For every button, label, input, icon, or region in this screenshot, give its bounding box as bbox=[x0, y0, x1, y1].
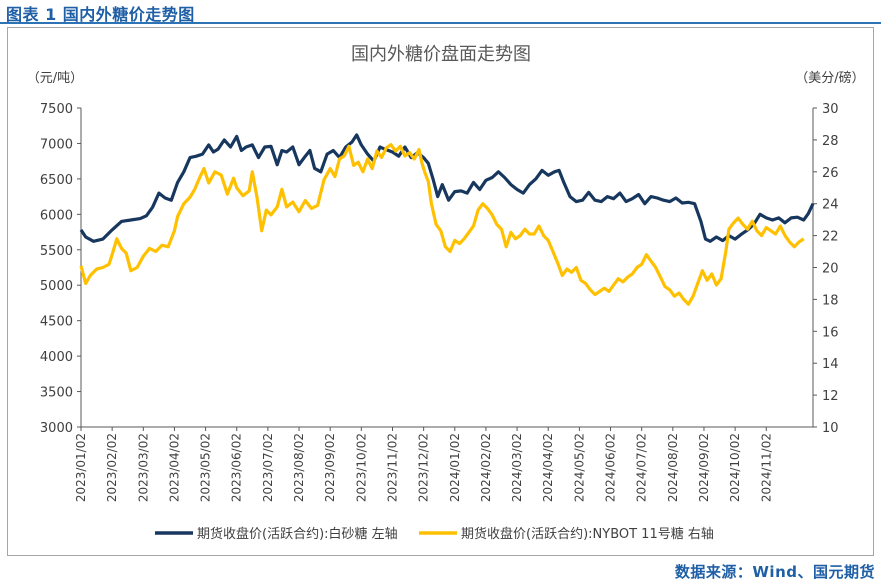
legend-label: 期货收盘价(活跃合约):白砂糖 左轴 bbox=[197, 526, 398, 542]
x-tick-label: 2023/05/02 bbox=[199, 433, 213, 502]
x-tick-label: 2023/12/02 bbox=[417, 433, 431, 502]
x-tick-label: 2024/01/02 bbox=[448, 433, 462, 502]
left-tick-label: 7500 bbox=[40, 102, 73, 117]
left-tick-label: 5000 bbox=[40, 279, 73, 294]
x-tick-label: 2023/03/02 bbox=[136, 433, 150, 502]
x-tick-label: 2023/07/02 bbox=[261, 433, 275, 502]
caption-rule bbox=[0, 22, 881, 24]
legend-label: 期货收盘价(活跃合约):NYBOT 11号糖 右轴 bbox=[461, 526, 714, 542]
x-tick-label: 2024/09/02 bbox=[697, 433, 711, 502]
left-tick-label: 4500 bbox=[40, 315, 73, 330]
x-tick-label: 2023/10/02 bbox=[354, 433, 368, 502]
right-tick-label: 10 bbox=[822, 421, 839, 436]
x-tick-label: 2024/07/02 bbox=[635, 433, 649, 502]
left-tick-label: 3000 bbox=[40, 421, 73, 436]
x-tick-label: 2023/04/02 bbox=[167, 433, 181, 502]
right-tick-label: 18 bbox=[822, 293, 839, 308]
x-tick-label: 2024/06/02 bbox=[604, 433, 618, 502]
left-tick-label: 6000 bbox=[40, 208, 73, 223]
figure-caption: 图表 1 国内外糖价走势图 bbox=[6, 5, 195, 24]
x-tick-label: 2024/05/02 bbox=[572, 433, 586, 502]
chart-frame bbox=[7, 27, 874, 556]
left-tick-label: 7000 bbox=[40, 137, 73, 152]
chart-title: 国内外糖价盘面走势图 bbox=[351, 44, 531, 65]
left-axis-unit: （元/吨） bbox=[27, 71, 83, 86]
left-tick-label: 3500 bbox=[40, 386, 73, 401]
left-tick-label: 5500 bbox=[40, 244, 73, 259]
series-line-white-sugar bbox=[79, 133, 815, 243]
x-tick-label: 2024/08/02 bbox=[666, 433, 680, 502]
x-tick-label: 2023/08/02 bbox=[292, 433, 306, 502]
x-tick-label: 2023/01/02 bbox=[74, 433, 88, 502]
x-tick-label: 2023/09/02 bbox=[323, 433, 337, 502]
right-tick-label: 22 bbox=[822, 230, 839, 245]
right-tick-label: 24 bbox=[822, 198, 839, 213]
right-tick-label: 14 bbox=[822, 357, 839, 372]
series-lines bbox=[79, 133, 815, 306]
source-note: 数据来源：Wind、国元期货 bbox=[674, 563, 875, 581]
x-tick-label: 2023/02/02 bbox=[105, 433, 119, 502]
x-tick-label: 2024/03/02 bbox=[510, 433, 524, 502]
x-tick-label: 2023/11/02 bbox=[385, 433, 399, 502]
x-tick-label: 2024/04/02 bbox=[541, 433, 555, 502]
left-tick-label: 4000 bbox=[40, 350, 73, 365]
right-axis-unit: （美分/磅） bbox=[795, 70, 864, 86]
right-tick-label: 30 bbox=[822, 102, 839, 117]
right-tick-label: 20 bbox=[822, 262, 839, 277]
right-tick-label: 12 bbox=[822, 389, 839, 404]
legend: 期货收盘价(活跃合约):白砂糖 左轴 期货收盘价(活跃合约):NYBOT 11号糖… bbox=[155, 526, 714, 542]
x-tick-label: 2024/11/02 bbox=[759, 433, 773, 502]
x-tick-label: 2024/02/02 bbox=[479, 433, 493, 502]
right-tick-label: 26 bbox=[822, 166, 839, 181]
left-tick-label: 6500 bbox=[40, 173, 73, 188]
x-tick-label: 2023/06/02 bbox=[230, 433, 244, 502]
right-tick-label: 16 bbox=[822, 325, 839, 340]
axes: 7500 7000 6500 6000 5500 5000 4500 4000 3500 3000… bbox=[40, 102, 839, 502]
x-tick-label: 2024/10/02 bbox=[728, 433, 742, 502]
series-line-nybot-11 bbox=[79, 143, 805, 306]
right-tick-label: 28 bbox=[822, 134, 839, 149]
